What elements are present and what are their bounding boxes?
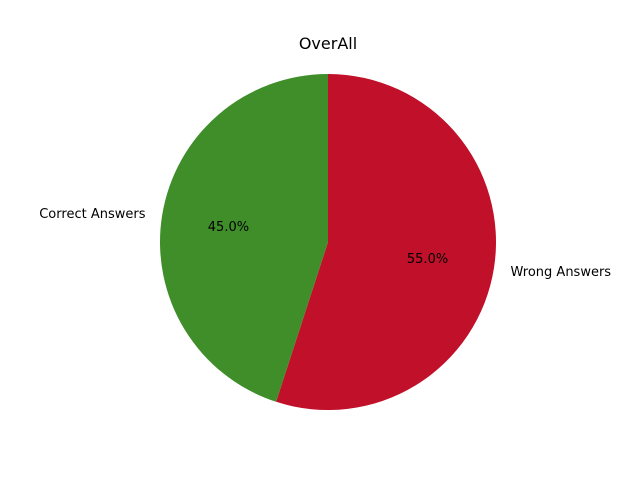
pie-slice-correct-answers (160, 74, 328, 402)
pie-slice-wrong-answers (276, 74, 497, 411)
slice-percent-wrong-answers: 55.0% (407, 252, 448, 267)
pie-slices (160, 74, 497, 411)
slice-label-wrong-answers: Wrong Answers (511, 265, 612, 280)
pie-labels: Wrong Answers 55.0% Correct Answers 45.0% (39, 207, 611, 280)
slice-label-correct-answers: Correct Answers (39, 207, 145, 222)
slice-percent-correct-answers: 45.0% (208, 220, 249, 235)
chart-title: OverAll (299, 34, 357, 53)
